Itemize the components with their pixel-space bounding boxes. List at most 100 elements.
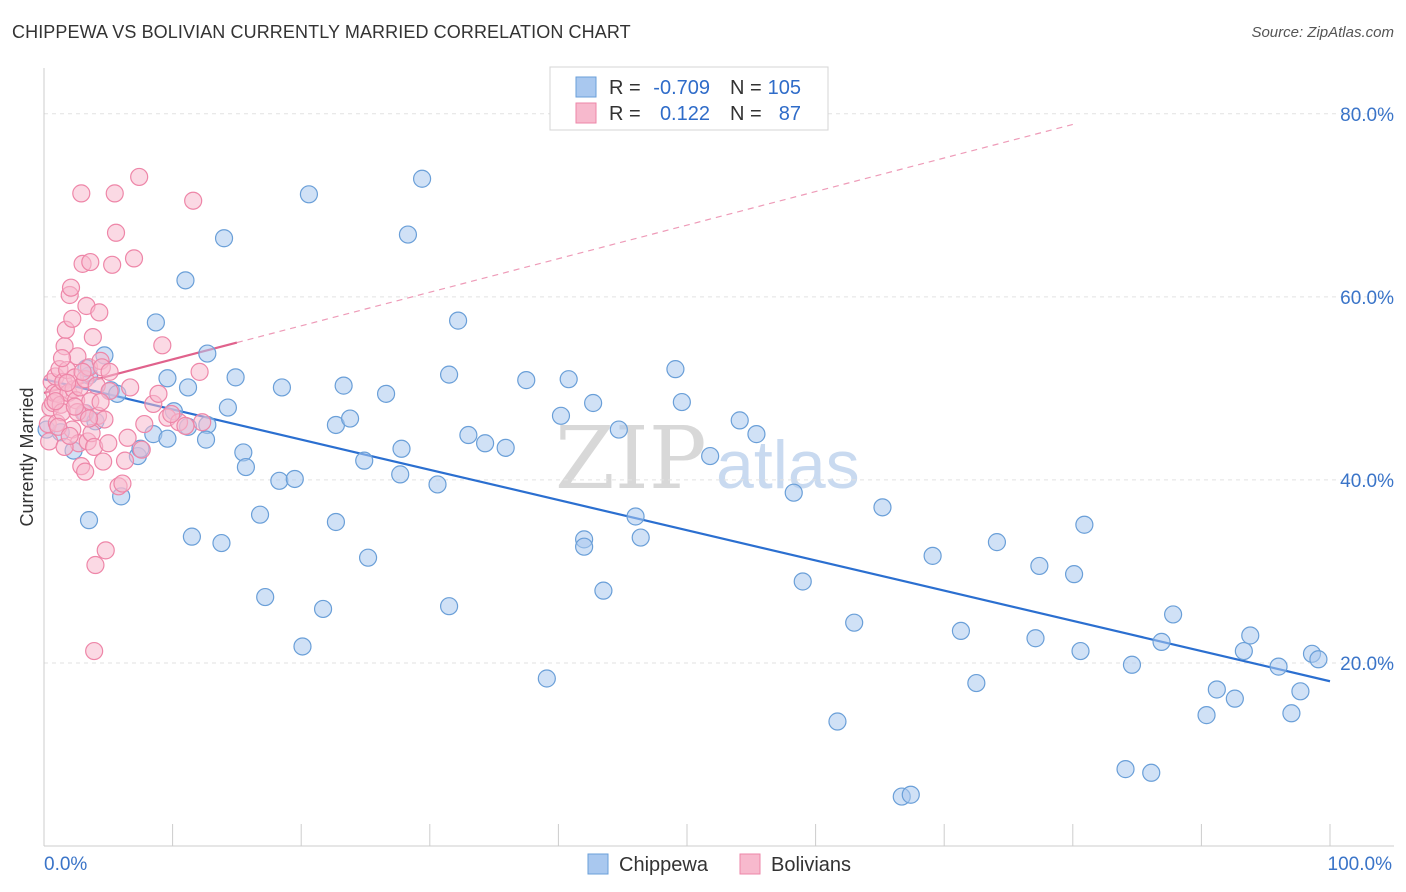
chippewa-point-66: [666, 360, 685, 379]
chippewa-point-33: [272, 378, 292, 397]
chippewa-point-78: [923, 546, 942, 565]
bolivian-r-value: 0.122: [660, 103, 710, 125]
chippewa-point-97: [1269, 657, 1288, 676]
bolivian-point-49: [113, 474, 132, 493]
x-ticks: [43, 824, 1331, 846]
chippewa-point-96: [1241, 626, 1260, 645]
bolivian-point-74: [73, 362, 92, 381]
legend-chippewa-label[interactable]: Chippewa: [619, 854, 709, 876]
bolivian-point-39: [90, 303, 109, 322]
chippewa-point-68: [701, 446, 720, 466]
chippewa-point-42: [358, 548, 378, 567]
grid-lines: [44, 113, 1394, 664]
series-legend: Chippewa Bolivians: [587, 853, 851, 876]
chippewa-point-62: [594, 581, 613, 600]
chippewa-point-36: [299, 185, 319, 204]
legend-chippewa-swatch[interactable]: [587, 853, 609, 875]
bolivian-point-53: [130, 167, 149, 187]
chippewa-point-39: [326, 512, 346, 532]
chippewa-legend-swatch: [575, 76, 597, 98]
y-tick-label-80: 80.0%: [1340, 105, 1394, 126]
watermark-zip: ZIP: [555, 409, 707, 509]
bolivian-point-52: [124, 249, 144, 268]
chippewa-point-46: [398, 225, 418, 244]
chippewa-point-41: [340, 409, 360, 428]
chippewa-point-56: [537, 669, 556, 688]
chippewa-point-55: [517, 371, 536, 390]
chippewa-point-79: [951, 621, 971, 641]
bolivian-point-44: [99, 434, 118, 453]
chippewa-point-48: [428, 475, 447, 494]
chippewa-point-60: [575, 537, 594, 556]
y-tick-label-40: 40.0%: [1340, 471, 1394, 492]
chippewa-point-14: [158, 369, 177, 388]
chippewa-point-49: [439, 597, 459, 616]
bolivian-point-80: [65, 397, 84, 416]
bolivian-point-84: [118, 428, 137, 447]
chippewa-point-71: [784, 483, 803, 502]
bolivian-point-78: [46, 392, 65, 411]
bolivian-point-57: [153, 336, 172, 355]
bolivian-trend-extension: [236, 123, 1073, 344]
legend-bolivians-label[interactable]: Bolivians: [771, 854, 851, 876]
chippewa-point-47: [412, 169, 432, 188]
bolivian-point-85: [132, 440, 151, 459]
source-credit: Source: ZipAtlas.com: [1251, 24, 1394, 41]
bolivian-point-75: [79, 409, 99, 428]
y-tick-labels: 20.0% 40.0% 60.0% 80.0%: [1340, 105, 1394, 675]
x-tick-label-100: 100.0%: [1328, 854, 1393, 875]
bolivian-point-51: [121, 378, 140, 397]
bolivian-n-value: 87: [779, 103, 801, 125]
chippewa-point-81: [987, 533, 1007, 552]
legend-bolivians-swatch[interactable]: [739, 853, 761, 875]
chippewa-point-44: [392, 439, 411, 458]
bolivian-point-43: [96, 541, 115, 560]
chippewa-point-69: [730, 411, 749, 430]
chippewa-point-82: [1026, 629, 1045, 648]
chippewa-point-98: [1282, 704, 1301, 723]
chippewa-point-84: [1064, 565, 1084, 584]
bolivian-point-46: [103, 255, 122, 274]
chippewa-point-87: [1116, 760, 1135, 779]
data-points: [37, 167, 1328, 806]
chippewa-point-30: [250, 505, 270, 524]
bolivian-point-56: [149, 384, 168, 403]
chippewa-point-52: [459, 425, 478, 445]
chippewa-point-21: [182, 527, 201, 546]
bolivian-point-35: [83, 327, 102, 347]
stats-legend: R = -0.709 N = 105 R = 0.122 N = 87: [549, 66, 829, 131]
chippewa-point-25: [214, 229, 234, 248]
bolivian-point-1: [40, 432, 59, 451]
bolivian-point-61: [184, 191, 203, 210]
bolivian-point-54: [135, 414, 154, 434]
chippewa-point-58: [559, 370, 578, 389]
chippewa-point-23: [196, 430, 216, 449]
chippewa-point-70: [747, 425, 766, 444]
chippewa-point-93: [1207, 680, 1226, 699]
chippewa-point-74: [845, 613, 864, 632]
bolivian-point-72: [60, 426, 79, 446]
chippewa-point-19: [176, 271, 195, 290]
bolivian-point-42: [95, 410, 114, 429]
chippewa-point-80: [967, 673, 986, 693]
chippewa-point-34: [285, 469, 304, 489]
chippewa-point-83: [1030, 556, 1049, 576]
chippewa-point-85: [1071, 641, 1090, 661]
chippewa-point-90: [1152, 632, 1171, 651]
chippewa-point-27: [226, 368, 245, 387]
chippewa-point-95: [1234, 641, 1253, 661]
chippewa-point-63: [609, 420, 628, 439]
chippewa-point-99: [1291, 682, 1310, 701]
chippewa-point-37: [313, 599, 333, 619]
bolivian-point-50: [115, 451, 135, 470]
chippewa-point-61: [584, 393, 603, 413]
chippewa-point-31: [256, 587, 275, 607]
chippewa-point-94: [1225, 689, 1244, 708]
chippewa-point-57: [551, 406, 571, 425]
bolivian-point-77: [106, 223, 126, 242]
chippewa-point-88: [1122, 655, 1142, 674]
chippewa-point-91: [1164, 605, 1183, 624]
bolivian-point-63: [190, 362, 209, 381]
chippewa-point-6: [79, 511, 99, 530]
